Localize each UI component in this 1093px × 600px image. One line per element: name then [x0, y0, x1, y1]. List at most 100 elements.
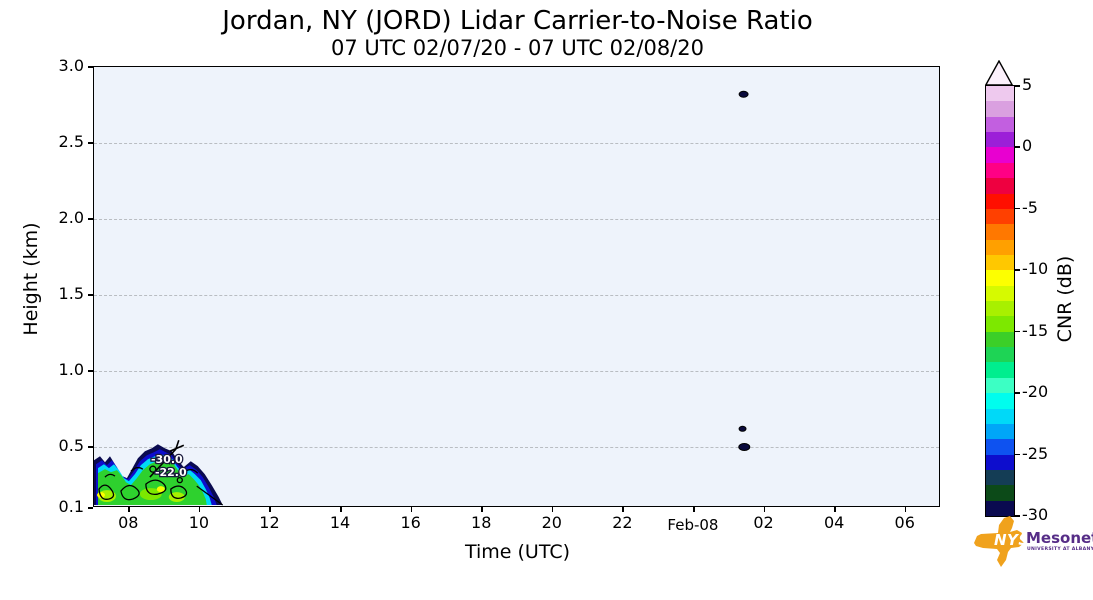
colorbar-tick-label: -15	[1022, 320, 1049, 340]
colorbar-tick-mark	[1015, 453, 1020, 456]
wind-barb-line	[149, 440, 185, 478]
colorbar-segment	[986, 347, 1014, 363]
colorbar-tick-mark	[1015, 207, 1020, 210]
x-tick-label: 22	[612, 513, 633, 532]
y-tick-mark	[88, 507, 93, 509]
plot-area: -30.0 -22.0	[93, 66, 940, 507]
gridline	[94, 219, 939, 221]
echo-dot	[738, 442, 751, 451]
y-tick-mark	[88, 446, 93, 448]
x-tick-mark	[481, 507, 483, 512]
gridline	[94, 295, 939, 297]
y-tick-label: 1.0	[58, 360, 84, 380]
colorbar-segment	[986, 423, 1014, 440]
y-tick-label: 2.5	[58, 132, 84, 152]
colorbar-segment	[986, 147, 1014, 163]
x-tick-label: 14	[329, 513, 351, 532]
x-tick-mark	[269, 507, 272, 512]
colorbar-tick-label: -30	[1022, 505, 1049, 524]
x-tick-label: 12	[259, 513, 280, 532]
colorbar-segment	[986, 469, 1014, 486]
colorbar-tick-label: -10	[1022, 259, 1049, 279]
colorbar	[985, 85, 1015, 517]
colorbar-segment	[986, 331, 1014, 348]
colorbar-tick-label: -5	[1022, 197, 1038, 217]
x-tick-mark	[834, 507, 836, 512]
colorbar-tick-mark	[1015, 269, 1020, 271]
x-tick-mark	[410, 507, 413, 512]
colorbar-tick-mark	[1015, 85, 1020, 87]
logo-nys-text: NYS	[994, 531, 1030, 549]
y-tick-mark	[88, 142, 93, 144]
colorbar-extend-triangle	[985, 60, 1013, 85]
x-tick-label: 20	[541, 513, 562, 532]
colorbar-segment	[986, 86, 1014, 102]
y-tick-label: 0.5	[58, 436, 84, 456]
y-tick-mark	[88, 218, 93, 220]
y-tick-label: 1.5	[58, 284, 84, 304]
x-tick-mark	[763, 507, 766, 512]
colorbar-segment	[986, 116, 1014, 133]
y-axis-label: Height (km)	[20, 222, 42, 336]
colorbar-segment	[986, 239, 1014, 255]
colorbar-segment	[986, 254, 1014, 271]
x-tick-mark	[198, 507, 201, 512]
svg-text:-30.0: -30.0	[151, 453, 183, 466]
plot-data-layer: -30.0 -22.0	[94, 90, 751, 506]
colorbar-segment	[986, 377, 1014, 394]
x-tick-label: Feb-08	[667, 516, 719, 534]
echo-dot	[738, 90, 749, 98]
x-tick-label: 16	[400, 513, 421, 532]
colorbar-segment	[986, 285, 1014, 302]
gridline	[94, 447, 939, 449]
x-tick-label: 08	[118, 513, 139, 532]
ny-state-icon	[974, 516, 1024, 567]
colorbar-tick-mark	[1015, 392, 1020, 394]
colorbar-label: CNR (dB)	[1054, 255, 1076, 343]
colorbar-segment	[986, 301, 1014, 317]
colorbar-segment	[986, 439, 1014, 455]
y-tick-label: 2.0	[58, 208, 84, 228]
colorbar-segment	[986, 485, 1014, 501]
colorbar-tick-label: -25	[1022, 443, 1049, 463]
colorbar-tick-mark	[1015, 146, 1020, 148]
x-tick-label: 06	[894, 513, 915, 532]
x-tick-label: 04	[823, 513, 845, 532]
isolated-echo-dots	[738, 90, 751, 451]
y-tick-mark	[88, 370, 93, 372]
x-tick-mark	[622, 507, 624, 512]
colorbar-segment	[986, 224, 1014, 240]
colorbar-segment	[986, 408, 1014, 424]
colorbar-segment	[986, 454, 1014, 470]
y-tick-mark	[88, 294, 93, 296]
colorbar-tick-mark	[1015, 515, 1020, 517]
colorbar-tick-label: -20	[1022, 382, 1049, 402]
x-tick-label: 02	[753, 513, 774, 532]
x-tick-mark	[692, 507, 695, 512]
colorbar-tick-label: 0	[1022, 136, 1033, 156]
chart-subtitle: 07 UTC 02/07/20 - 07 UTC 02/08/20	[331, 36, 704, 60]
y-tick-mark	[88, 66, 93, 68]
x-tick-label: 10	[188, 513, 210, 532]
gridline	[94, 371, 939, 373]
chart-title: Jordan, NY (JORD) Lidar Carrier-to-Noise…	[222, 6, 813, 36]
x-axis-label: Time (UTC)	[464, 541, 571, 563]
colorbar-tick-mark	[1015, 330, 1020, 333]
nys-mesonet-logo: NYS Mesonet UNIVERSITY AT ALBANY	[966, 511, 1093, 577]
colorbar-segment	[986, 316, 1014, 332]
echo-dot	[738, 425, 747, 432]
colorbar-segment	[986, 162, 1014, 179]
cnr-contour-patch: -30.0 -22.0	[94, 440, 224, 506]
x-tick-mark	[551, 507, 554, 512]
x-tick-mark	[340, 507, 342, 512]
colorbar-segment	[986, 132, 1014, 148]
colorbar-segment	[986, 500, 1014, 517]
colorbar-segment	[986, 193, 1014, 209]
colorbar-tick-label: 5	[1022, 75, 1033, 94]
gridline	[94, 143, 939, 145]
colorbar-segment	[986, 270, 1014, 286]
colorbar-segment	[986, 178, 1014, 194]
colorbar-segment	[986, 101, 1014, 117]
contour-inline-labels: -30.0 -22.0	[150, 452, 189, 481]
